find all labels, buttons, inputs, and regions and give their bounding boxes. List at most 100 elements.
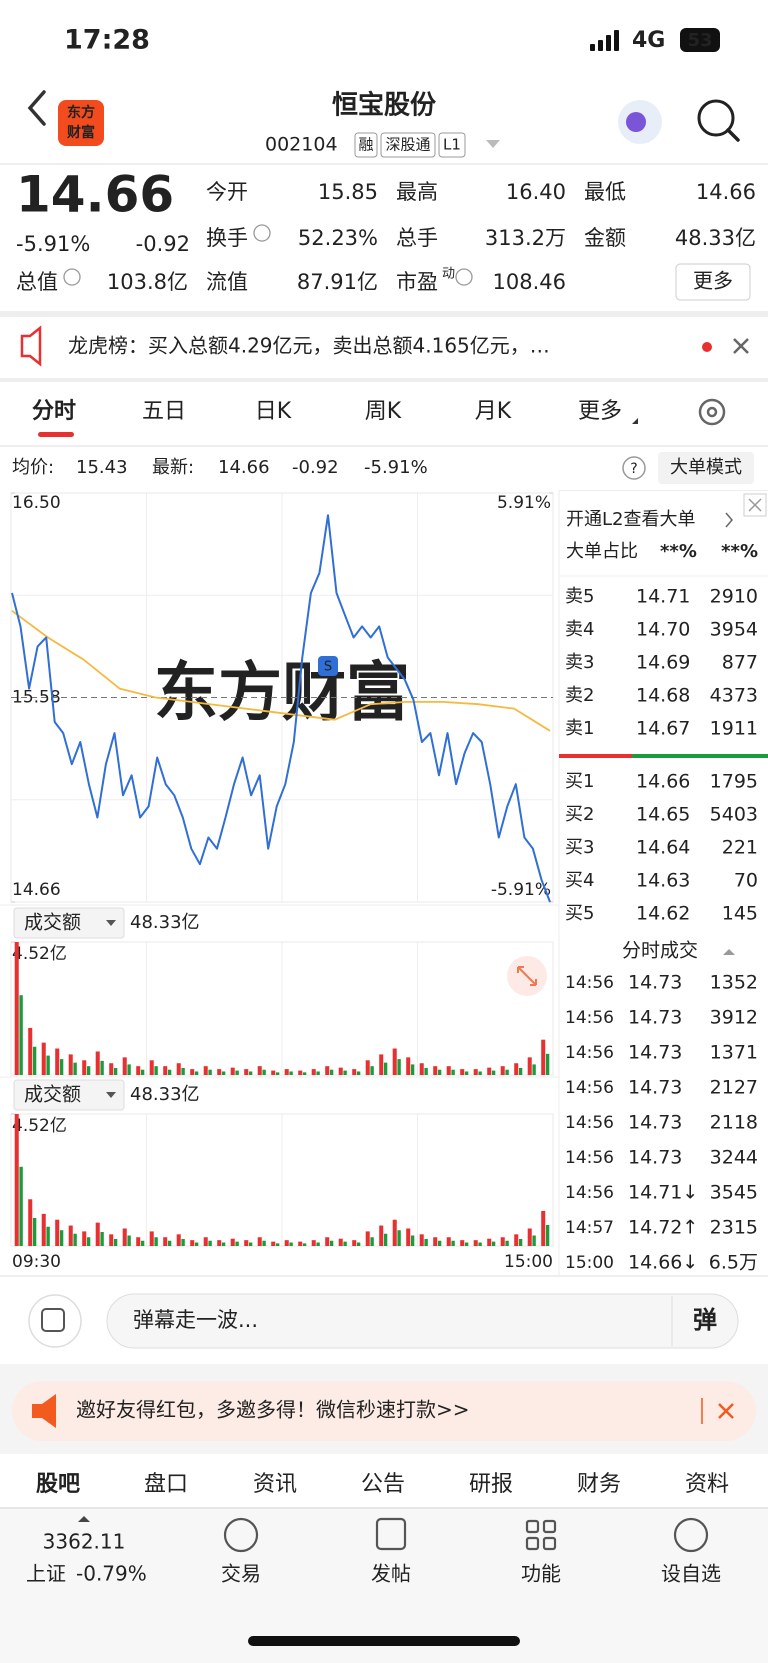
volume-bar: [82, 1231, 87, 1246]
volume-bar-pair: [140, 1069, 145, 1075]
nav-item[interactable]: 交易: [221, 1562, 261, 1586]
change-pct: -5.91%: [16, 232, 90, 256]
nav-item[interactable]: 发帖: [371, 1562, 411, 1586]
panel-selector[interactable]: [13, 907, 125, 939]
tab[interactable]: 月K: [475, 399, 512, 424]
mode-button[interactable]: 大单模式: [670, 457, 742, 478]
promo-close[interactable]: [718, 1403, 734, 1419]
tag-box: [354, 132, 378, 158]
info-icon[interactable]: [63, 268, 81, 286]
bottom-tab[interactable]: 财务: [577, 1472, 621, 1497]
bottom-tab[interactable]: 盘口: [144, 1472, 188, 1497]
volume-bar-pair: [289, 1242, 293, 1246]
book-price: 14.67: [636, 718, 690, 740]
promo-box[interactable]: [12, 1381, 756, 1441]
volume-bar-pair: [262, 1069, 266, 1075]
book-price: 14.70: [636, 619, 690, 641]
trade-time: 15:00: [565, 1253, 614, 1273]
panel-close-x: [748, 498, 762, 512]
volume-bar: [514, 1063, 519, 1075]
trade-volume: 2118: [710, 1112, 758, 1134]
bottom-tab[interactable]: 资讯: [253, 1472, 297, 1497]
info-icon[interactable]: [455, 268, 473, 286]
event-badge[interactable]: [318, 656, 338, 676]
bottom-tab[interactable]: 股吧: [36, 1472, 80, 1497]
bottom-tab[interactable]: 资料: [685, 1472, 729, 1497]
volume-bar: [28, 1027, 33, 1075]
volume-bar: [230, 1238, 235, 1246]
volume-bar: [122, 1228, 127, 1246]
bottom-tab[interactable]: 研报: [469, 1472, 513, 1497]
volume-bar-pair: [518, 1238, 523, 1246]
trades-toggle[interactable]: [723, 949, 735, 955]
dropdown-icon[interactable]: [486, 140, 500, 148]
volume-bar: [338, 1238, 343, 1246]
info-icon[interactable]: [253, 224, 271, 242]
ratio-label: 大单占比: [566, 541, 638, 562]
volume-bar: [271, 1241, 276, 1246]
tab[interactable]: 分时: [32, 399, 76, 424]
volume-bar-pair: [437, 1069, 442, 1075]
volume-bar-pair: [532, 1064, 536, 1075]
notice-text: 龙虎榜：买入总额4.29亿元，卖出总额4.165亿元，…: [68, 334, 550, 358]
nav-item[interactable]: 设自选: [661, 1562, 721, 1586]
volume-bar-pair: [437, 1240, 442, 1246]
settings-button[interactable]: [698, 398, 726, 426]
panel-border: [559, 490, 768, 491]
trade-time: 14:56: [565, 1183, 614, 1203]
danmu-button[interactable]: 弹: [693, 1306, 717, 1334]
tab[interactable]: 更多: [578, 399, 622, 424]
megaphone-icon: [32, 1394, 56, 1428]
back-button[interactable]: [27, 90, 46, 126]
bottom-tab[interactable]: 公告: [361, 1472, 405, 1497]
status-battery: 53: [687, 30, 712, 51]
book-divider-green: [632, 754, 768, 758]
logo[interactable]: [58, 100, 104, 146]
stat-label: 流值: [206, 270, 248, 294]
volume-bar-pair: [383, 1062, 388, 1075]
volume-bar-pair: [370, 1237, 374, 1246]
nav-item[interactable]: 功能: [521, 1562, 561, 1586]
panel-frame: [10, 941, 554, 1076]
comment-input[interactable]: [106, 1293, 739, 1349]
volume-bar: [136, 1066, 141, 1075]
l2-link[interactable]: 开通L2查看大单: [566, 509, 695, 530]
expand-icon: [517, 966, 537, 986]
volume-bar-pair: [397, 1230, 401, 1246]
tab[interactable]: 日K: [255, 399, 292, 424]
volume-bar: [203, 1237, 208, 1246]
signal-icon: [590, 30, 619, 51]
y2-tick-label: 5.91%: [497, 493, 551, 513]
volume-bar-pair: [221, 1071, 226, 1075]
volume-bar-pair: [154, 1066, 158, 1075]
volume-bar: [244, 1069, 249, 1075]
help-icon[interactable]: [622, 456, 646, 480]
logo-text: 财富: [66, 124, 95, 141]
mode-button-bg[interactable]: [658, 452, 754, 484]
stat-label: 最低: [584, 180, 626, 204]
promo-text[interactable]: 邀好友得红包，多邀多得！微信秒速打款>>: [76, 1398, 470, 1422]
volume-bar-pair: [208, 1069, 212, 1075]
volume-bar: [473, 1069, 478, 1075]
panel-selector[interactable]: [13, 1079, 125, 1111]
volume-bar-pair: [248, 1071, 253, 1075]
volume-bar: [446, 1066, 451, 1075]
panel-label: 成交额: [24, 912, 81, 934]
comment-icon[interactable]: [28, 1294, 82, 1348]
index-value[interactable]: 3362.11: [43, 1530, 126, 1554]
tab[interactable]: 五日: [142, 399, 186, 424]
notice-close[interactable]: [733, 338, 749, 354]
volume-bar-pair: [491, 1070, 496, 1075]
book-volume: 145: [722, 903, 758, 925]
index-caret[interactable]: [78, 1516, 90, 1522]
book-label: 买4: [565, 870, 594, 891]
volume-bar: [487, 1238, 492, 1246]
book-label: 买2: [565, 804, 594, 825]
comment-placeholder[interactable]: 弹幕走一波...: [133, 1308, 258, 1332]
tab[interactable]: 周K: [365, 399, 402, 424]
more-button-bg[interactable]: [675, 263, 751, 301]
search-button[interactable]: [697, 99, 735, 137]
volume-bar: [68, 1225, 73, 1246]
trade-price: 14.71↓: [628, 1182, 698, 1204]
